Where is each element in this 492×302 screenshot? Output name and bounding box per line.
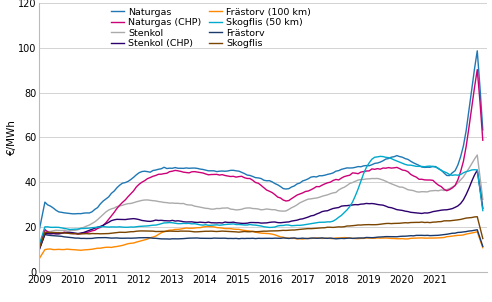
Line: Frästorv: Frästorv: [39, 230, 483, 249]
Naturgas (CHP): [474, 68, 480, 71]
Skogflis: [474, 215, 480, 219]
Line: Stenkol (CHP): Stenkol (CHP): [39, 170, 483, 249]
Naturgas (CHP): [427, 178, 433, 182]
Stenkol (CHP): [184, 220, 189, 224]
Skogflis (50 km): [377, 155, 383, 158]
Skogflis: [427, 221, 433, 224]
Naturgas: [458, 155, 463, 159]
Stenkol (CHP): [474, 169, 480, 172]
Naturgas (CHP): [200, 171, 206, 175]
Frästorv: [427, 234, 433, 237]
Frästorv (100 km): [184, 226, 189, 230]
Frästorv: [158, 237, 164, 241]
Skogflis (50 km): [36, 243, 42, 246]
Frästorv (100 km): [206, 225, 212, 228]
Y-axis label: €/MWh: €/MWh: [7, 120, 17, 155]
Frästorv: [405, 234, 411, 238]
Naturgas (CHP): [36, 244, 42, 247]
Frästorv: [184, 236, 189, 240]
Stenkol: [36, 246, 42, 250]
Skogflis (50 km): [480, 209, 486, 212]
Naturgas: [200, 168, 206, 171]
Naturgas (CHP): [158, 172, 164, 176]
Skogflis (50 km): [158, 222, 164, 226]
Stenkol: [427, 189, 433, 193]
Legend: Naturgas, Naturgas (CHP), Stenkol, Stenkol (CHP), Frästorv (100 km), Skogflis (5: Naturgas, Naturgas (CHP), Stenkol, Stenk…: [111, 8, 311, 48]
Frästorv (100 km): [158, 231, 164, 235]
Skogflis: [405, 221, 411, 225]
Naturgas (CHP): [458, 170, 463, 173]
Stenkol: [158, 200, 164, 204]
Stenkol: [458, 178, 463, 182]
Skogflis: [36, 246, 42, 250]
Naturgas: [474, 49, 480, 53]
Frästorv: [480, 245, 486, 248]
Naturgas: [480, 128, 486, 132]
Skogflis: [184, 230, 189, 233]
Stenkol (CHP): [158, 218, 164, 222]
Naturgas (CHP): [480, 138, 486, 142]
Skogflis: [480, 237, 486, 240]
Stenkol: [405, 188, 411, 191]
Stenkol (CHP): [458, 202, 463, 205]
Stenkol: [184, 203, 189, 206]
Stenkol: [480, 198, 486, 201]
Naturgas: [405, 158, 411, 161]
Stenkol (CHP): [480, 207, 486, 210]
Frästorv: [36, 247, 42, 251]
Line: Frästorv (100 km): Frästorv (100 km): [39, 226, 483, 259]
Line: Naturgas: Naturgas: [39, 51, 483, 230]
Naturgas: [184, 166, 189, 170]
Frästorv: [474, 228, 480, 232]
Skogflis (50 km): [184, 222, 189, 225]
Skogflis (50 km): [408, 163, 414, 167]
Stenkol (CHP): [200, 220, 206, 224]
Naturgas: [36, 228, 42, 231]
Frästorv (100 km): [36, 257, 42, 260]
Stenkol (CHP): [427, 211, 433, 214]
Naturgas: [427, 165, 433, 169]
Frästorv (100 km): [200, 225, 206, 229]
Line: Naturgas (CHP): Naturgas (CHP): [39, 69, 483, 246]
Line: Stenkol: Stenkol: [39, 155, 483, 248]
Frästorv (100 km): [430, 236, 436, 240]
Skogflis: [158, 230, 164, 233]
Frästorv: [458, 230, 463, 234]
Skogflis: [458, 218, 463, 221]
Stenkol: [200, 206, 206, 210]
Skogflis: [200, 230, 206, 233]
Frästorv (100 km): [461, 233, 466, 237]
Frästorv (100 km): [408, 236, 414, 240]
Frästorv (100 km): [480, 246, 486, 249]
Stenkol: [474, 153, 480, 157]
Naturgas (CHP): [184, 171, 189, 174]
Naturgas: [158, 167, 164, 171]
Frästorv: [200, 236, 206, 240]
Stenkol (CHP): [36, 248, 42, 251]
Skogflis (50 km): [461, 171, 466, 175]
Stenkol (CHP): [405, 210, 411, 214]
Naturgas (CHP): [405, 170, 411, 174]
Line: Skogflis: Skogflis: [39, 217, 483, 248]
Skogflis (50 km): [200, 223, 206, 227]
Line: Skogflis (50 km): Skogflis (50 km): [39, 156, 483, 245]
Skogflis (50 km): [430, 165, 436, 168]
